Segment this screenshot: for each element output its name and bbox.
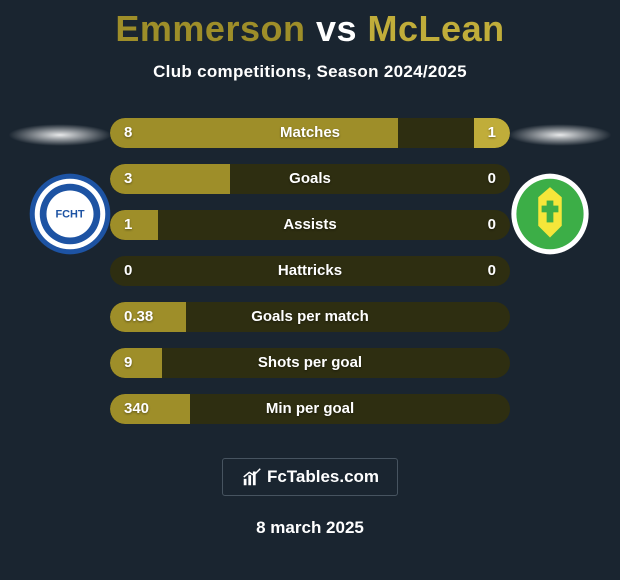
stat-row: 340Min per goal xyxy=(110,394,510,424)
stat-row: 81Matches xyxy=(110,118,510,148)
date: 8 march 2025 xyxy=(0,518,620,538)
halifax-badge-icon: FCHT xyxy=(28,172,112,256)
stat-label: Matches xyxy=(110,118,510,148)
stat-bars: 81Matches 30Goals 10Assists 00Hattricks 0.38… xyxy=(110,118,510,440)
stat-row: 9Shots per goal xyxy=(110,348,510,378)
stat-row: 00Hattricks xyxy=(110,256,510,286)
stat-label: Min per goal xyxy=(110,394,510,424)
page-title: Emmerson vs McLean xyxy=(0,0,620,50)
title-player2: McLean xyxy=(368,8,505,49)
team-badge-right xyxy=(508,172,592,256)
title-player1: Emmerson xyxy=(115,8,305,49)
stat-label: Goals xyxy=(110,164,510,194)
title-vs: vs xyxy=(316,8,357,49)
yeovil-badge-icon xyxy=(508,172,592,256)
subtitle: Club competitions, Season 2024/2025 xyxy=(0,62,620,82)
shadow-right xyxy=(508,124,612,146)
fctables-logo[interactable]: FcTables.com xyxy=(222,458,398,496)
logo-text: FcTables.com xyxy=(267,467,379,487)
svg-text:FCHT: FCHT xyxy=(55,208,84,220)
stat-label: Shots per goal xyxy=(110,348,510,378)
stat-label: Goals per match xyxy=(110,302,510,332)
stat-row: 10Assists xyxy=(110,210,510,240)
stat-row: 30Goals xyxy=(110,164,510,194)
stat-row: 0.38Goals per match xyxy=(110,302,510,332)
shadow-left xyxy=(8,124,112,146)
team-badge-left: FCHT xyxy=(28,172,112,256)
stat-label: Assists xyxy=(110,210,510,240)
chart-icon xyxy=(241,466,263,488)
comparison-stage: FCHT 81Matches 30Goals 10Assists 00Hattrick… xyxy=(0,104,620,452)
stat-label: Hattricks xyxy=(110,256,510,286)
